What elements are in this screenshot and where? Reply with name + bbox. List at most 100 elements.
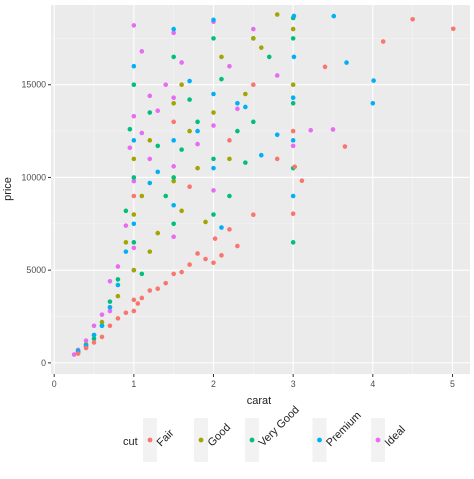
legend-swatch-ideal	[375, 437, 381, 443]
point-ideal	[91, 323, 97, 329]
point-premium	[171, 202, 176, 208]
point-premium	[219, 225, 224, 230]
point-fair	[227, 227, 232, 232]
point-fair	[187, 262, 192, 267]
point-very-good	[123, 208, 129, 214]
point-good	[258, 45, 264, 50]
point-premium	[290, 95, 296, 101]
point-fair	[342, 144, 348, 149]
point-very-good	[131, 82, 137, 88]
point-good	[211, 110, 216, 115]
point-fair	[131, 308, 137, 314]
point-very-good	[91, 336, 97, 342]
point-very-good	[171, 175, 176, 180]
point-very-good	[290, 36, 296, 41]
point-premium	[147, 180, 153, 186]
point-good	[131, 212, 137, 217]
point-premium	[331, 13, 337, 19]
point-fair	[203, 256, 208, 262]
point-good	[195, 165, 200, 171]
x-tick-label: 0	[52, 379, 57, 389]
point-very-good	[147, 110, 153, 115]
point-good	[219, 54, 224, 60]
x-tick-label: 1	[131, 379, 136, 389]
point-ideal	[131, 23, 137, 28]
point-good	[131, 267, 137, 273]
point-fair	[219, 253, 224, 258]
point-good	[203, 219, 208, 225]
point-ideal	[147, 156, 153, 162]
x-axis-label: carat	[247, 395, 271, 407]
point-good	[290, 26, 296, 32]
point-very-good	[219, 76, 224, 82]
point-very-good	[131, 240, 137, 245]
point-ideal	[195, 141, 200, 147]
axis-layer: 0 1 2 3 4 5 0 5000 10000 15000	[22, 80, 455, 389]
point-fair	[235, 243, 240, 249]
point-premium	[171, 26, 176, 32]
point-fair	[147, 288, 153, 293]
point-very-good	[211, 156, 216, 162]
point-ideal	[274, 73, 280, 78]
point-premium	[211, 17, 216, 23]
x-tick-label: 5	[450, 379, 455, 389]
point-fair	[171, 271, 176, 277]
point-very-good	[115, 277, 121, 282]
point-ideal	[155, 108, 161, 113]
y-axis-label: price	[2, 177, 14, 201]
point-premium	[290, 138, 296, 143]
x-tick-label: 3	[291, 379, 296, 389]
point-premium	[344, 60, 349, 65]
point-ideal	[308, 127, 313, 133]
y-tick-label: 5000	[26, 265, 46, 275]
point-ideal	[83, 338, 89, 343]
point-premium	[123, 249, 129, 254]
point-premium	[131, 63, 137, 69]
point-premium	[187, 78, 192, 84]
point-premium	[131, 138, 137, 143]
point-very-good	[227, 193, 232, 199]
point-very-good	[195, 119, 200, 125]
point-ideal	[179, 60, 184, 65]
point-premium	[274, 132, 280, 138]
point-ideal	[107, 278, 113, 284]
point-fair	[115, 316, 121, 321]
point-good	[171, 178, 176, 184]
legend-label-good: Good	[206, 422, 234, 450]
point-ideal	[171, 30, 176, 36]
point-very-good	[211, 212, 216, 217]
point-fair	[171, 119, 176, 125]
point-very-good	[163, 193, 169, 199]
point-fair	[450, 26, 456, 32]
point-ideal	[290, 143, 296, 149]
plot-panel	[51, 5, 470, 374]
point-very-good	[290, 240, 296, 245]
point-very-good	[179, 147, 184, 152]
point-fair	[274, 156, 280, 162]
point-premium	[91, 332, 97, 338]
point-very-good	[171, 54, 176, 60]
point-very-good	[127, 126, 133, 132]
point-fair	[91, 340, 97, 345]
point-fair	[410, 16, 415, 22]
point-very-good	[235, 128, 240, 134]
point-ideal	[115, 264, 121, 269]
point-fair	[380, 39, 386, 44]
point-premium	[371, 78, 376, 83]
point-fair	[135, 301, 141, 306]
point-fair	[131, 193, 137, 199]
point-good	[139, 193, 145, 199]
y-tick-label: 0	[41, 358, 46, 368]
point-ideal	[139, 130, 145, 136]
point-premium	[235, 100, 240, 106]
point-very-good	[155, 143, 161, 149]
point-fair	[187, 184, 192, 190]
point-fair	[163, 280, 169, 286]
point-ideal	[107, 308, 113, 314]
point-fair	[139, 295, 145, 301]
legend-label-premium: Premium	[324, 410, 364, 450]
point-premium	[291, 13, 297, 19]
point-good	[290, 82, 296, 88]
